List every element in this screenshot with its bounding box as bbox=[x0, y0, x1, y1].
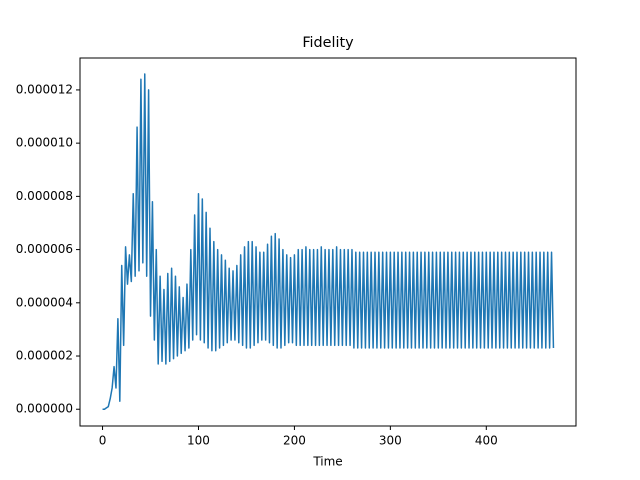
x-tick-label: 100 bbox=[187, 434, 210, 448]
x-tick-label: 400 bbox=[475, 434, 498, 448]
x-tick-label: 200 bbox=[283, 434, 306, 448]
y-tick-label: 0.000002 bbox=[16, 349, 73, 363]
y-tick-label: 0.000000 bbox=[16, 402, 73, 416]
x-tick-label: 300 bbox=[379, 434, 402, 448]
y-tick-label: 0.000010 bbox=[16, 136, 73, 150]
plot-frame bbox=[79, 57, 577, 427]
y-tick-label: 0.000008 bbox=[16, 189, 73, 203]
y-tick-label: 0.000012 bbox=[16, 82, 73, 96]
y-tick-label: 0.000006 bbox=[16, 242, 73, 256]
x-tick-label: 0 bbox=[99, 434, 107, 448]
y-tick-label: 0.000004 bbox=[16, 295, 73, 309]
x-axis-label: Time bbox=[312, 455, 342, 469]
chart-title: Fidelity bbox=[302, 35, 354, 51]
line-series bbox=[102, 73, 555, 410]
